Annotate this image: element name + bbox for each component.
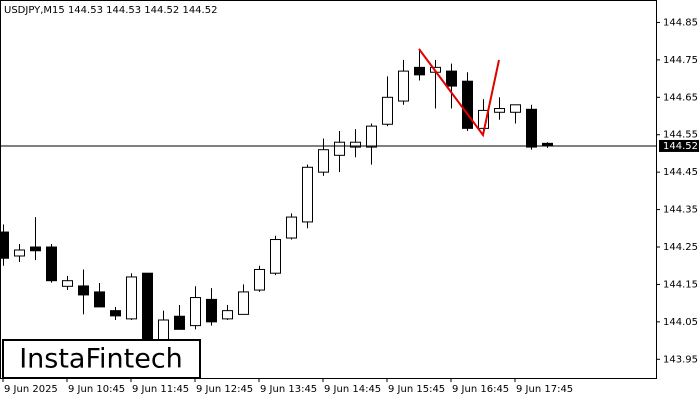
bull-body bbox=[510, 104, 521, 113]
bull-body bbox=[494, 108, 505, 113]
x-tick-label: 9 Jun 13:45 bbox=[260, 384, 317, 395]
bear-body bbox=[142, 272, 153, 345]
bear-body bbox=[206, 298, 217, 323]
bull-body bbox=[126, 276, 137, 320]
x-tick-label: 9 Jun 10:45 bbox=[68, 384, 125, 395]
y-tick-label: 144.75 bbox=[663, 55, 698, 66]
bull-body bbox=[270, 239, 281, 274]
watermark: InstaFintech bbox=[19, 344, 183, 375]
x-tick-label: 9 Jun 16:45 bbox=[452, 384, 509, 395]
y-tick-label: 144.15 bbox=[663, 279, 698, 290]
bear-body bbox=[526, 108, 537, 148]
bull-body bbox=[366, 125, 377, 148]
y-tick-label: 144.45 bbox=[663, 167, 698, 178]
bear-body bbox=[414, 66, 425, 76]
bull-body bbox=[238, 291, 249, 315]
y-tick-label: 143.95 bbox=[663, 354, 698, 365]
plot-frame bbox=[0, 0, 657, 379]
bear-body bbox=[0, 231, 9, 259]
bull-body bbox=[14, 249, 25, 257]
bull-body bbox=[286, 216, 297, 239]
bull-body bbox=[62, 280, 73, 287]
bear-body bbox=[462, 80, 473, 129]
bull-body bbox=[382, 96, 393, 125]
bull-body bbox=[398, 70, 409, 102]
bear-body bbox=[110, 310, 121, 317]
bull-body bbox=[190, 297, 201, 327]
bear-body bbox=[94, 291, 105, 308]
bear-body bbox=[78, 285, 89, 296]
bull-body bbox=[318, 149, 329, 173]
y-tick-label: 144.35 bbox=[663, 205, 698, 216]
bull-body bbox=[222, 310, 233, 320]
y-tick-label: 144.85 bbox=[663, 17, 698, 28]
bull-body bbox=[334, 141, 345, 156]
x-tick-label: 9 Jun 14:45 bbox=[324, 384, 381, 395]
bear-body bbox=[46, 246, 57, 282]
x-tick-label: 9 Jun 2025 bbox=[4, 384, 58, 395]
x-tick-label: 9 Jun 11:45 bbox=[132, 384, 189, 395]
current-price-box bbox=[659, 139, 699, 152]
pattern-line bbox=[418, 48, 500, 138]
bull-body bbox=[350, 141, 361, 148]
bull-body bbox=[254, 268, 265, 291]
y-tick-label: 144.05 bbox=[663, 317, 698, 328]
x-tick-label: 9 Jun 12:45 bbox=[196, 384, 253, 395]
y-tick-label: 144.55 bbox=[663, 130, 698, 141]
bear-body bbox=[446, 70, 457, 87]
y-tick-label: 144.65 bbox=[663, 92, 698, 103]
bull-body bbox=[302, 166, 313, 223]
chart-title: USDJPY,M15 144.53 144.53 144.52 144.52 bbox=[4, 5, 217, 16]
bear-body bbox=[30, 246, 41, 252]
x-tick-label: 9 Jun 17:45 bbox=[516, 384, 573, 395]
current-price-label: 144.52 bbox=[663, 141, 698, 152]
watermark-box bbox=[2, 339, 201, 379]
x-tick-label: 9 Jun 15:45 bbox=[388, 384, 445, 395]
bear-body bbox=[174, 315, 185, 330]
y-tick-label: 144.25 bbox=[663, 242, 698, 253]
